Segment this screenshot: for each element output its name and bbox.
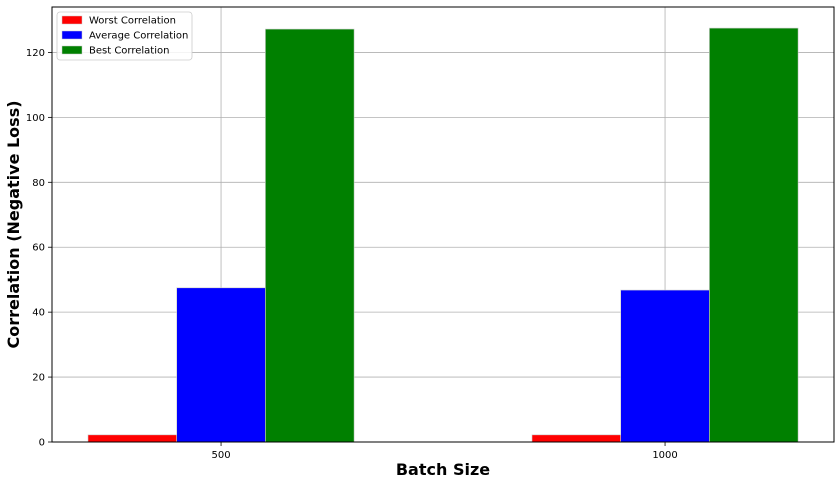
y-tick-label: 60 (32, 243, 45, 254)
bar-average-correlation (176, 287, 266, 443)
legend: Worst Correlation Average Correlation Best… (56, 11, 193, 61)
y-tick-label: 80 (32, 178, 45, 189)
legend-swatch (61, 15, 83, 25)
ticks: 0 20 40 60 80 100 120 500 1000 (26, 48, 678, 461)
y-tick-label: 40 (32, 308, 45, 319)
bar-average-correlation (620, 289, 710, 443)
legend-swatch (61, 45, 83, 55)
legend-label: Best Correlation (89, 46, 169, 57)
y-tick-label: 120 (26, 48, 45, 59)
bar-best-correlation (709, 27, 799, 443)
bars (87, 27, 799, 443)
bar-worst-correlation (531, 434, 621, 443)
bar-best-correlation (265, 28, 355, 443)
plot-frame (51, 6, 835, 443)
legend-label: Worst Correlation (89, 16, 176, 27)
y-axis-title: Correlation (Negative Loss) (4, 100, 23, 348)
y-tick-label: 0 (39, 438, 45, 449)
legend-label: Average Correlation (89, 31, 188, 42)
bar-worst-correlation (87, 434, 177, 443)
legend-box (56, 11, 193, 61)
x-axis-title: Batch Size (396, 460, 490, 479)
y-tick-label: 100 (26, 113, 45, 124)
x-tick-label: 1000 (652, 450, 677, 461)
legend-swatch (61, 30, 83, 40)
x-tick-label: 500 (212, 450, 231, 461)
y-tick-label: 20 (32, 373, 45, 384)
